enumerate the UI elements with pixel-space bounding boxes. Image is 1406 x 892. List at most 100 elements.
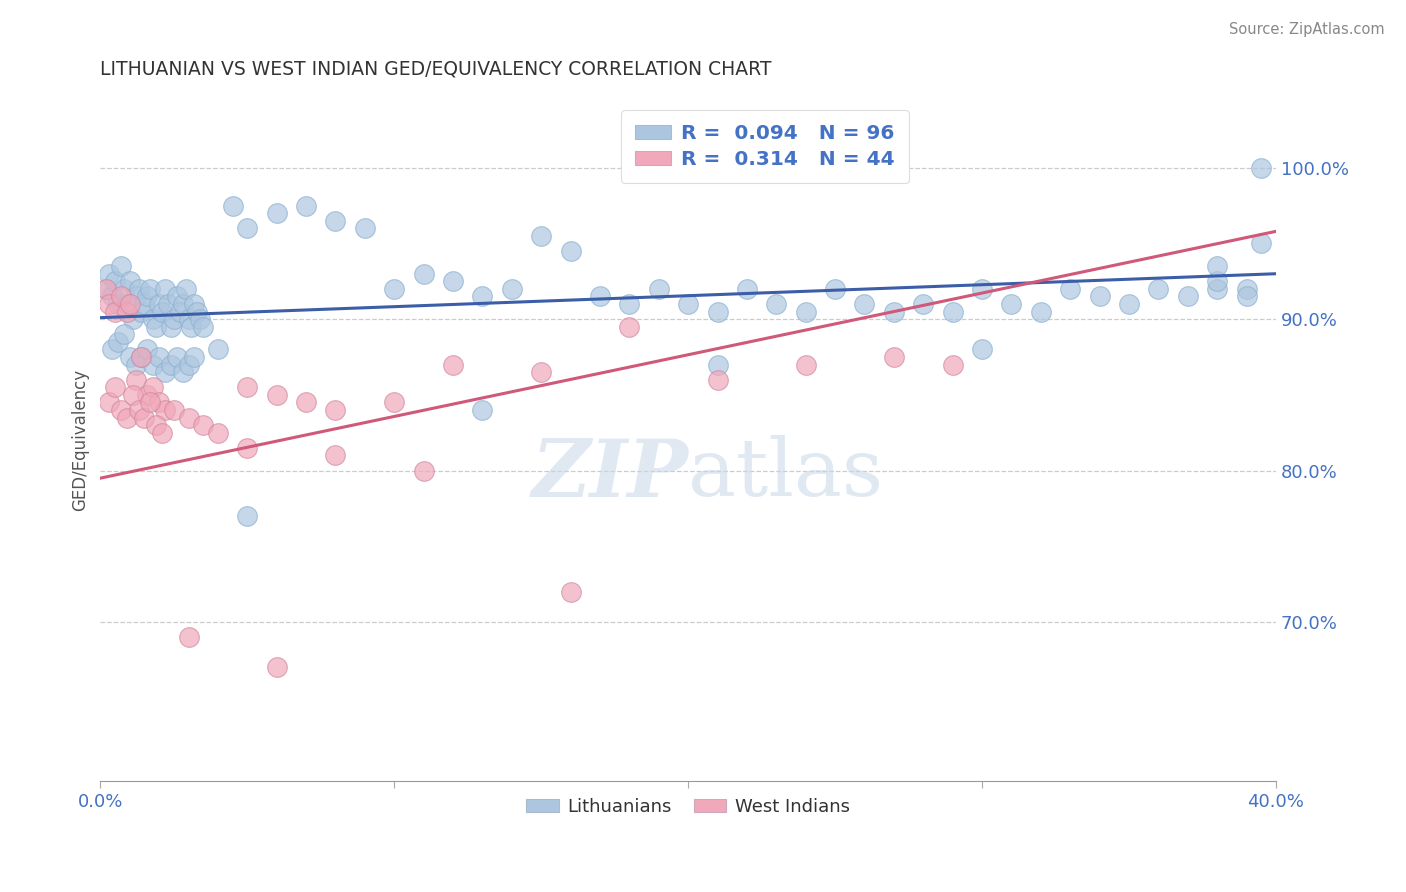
Point	[970, 282, 993, 296]
Point	[145, 319, 167, 334]
Point	[824, 282, 846, 296]
Point	[266, 206, 288, 220]
Point	[124, 358, 146, 372]
Point	[236, 508, 259, 523]
Point	[619, 319, 641, 334]
Point	[142, 380, 165, 394]
Point	[560, 244, 582, 258]
Point	[118, 274, 141, 288]
Point	[104, 274, 127, 288]
Point	[530, 365, 553, 379]
Point	[110, 289, 132, 303]
Point	[1147, 282, 1170, 296]
Point	[193, 319, 215, 334]
Point	[115, 410, 138, 425]
Point	[183, 350, 205, 364]
Point	[1206, 274, 1229, 288]
Point	[266, 388, 288, 402]
Point	[794, 358, 817, 372]
Point	[883, 304, 905, 318]
Point	[295, 395, 318, 409]
Point	[1206, 282, 1229, 296]
Point	[131, 350, 153, 364]
Point	[735, 282, 758, 296]
Point	[412, 464, 434, 478]
Point	[148, 297, 170, 311]
Point	[471, 289, 494, 303]
Point	[96, 282, 118, 296]
Point	[706, 304, 728, 318]
Point	[136, 343, 159, 357]
Point	[153, 282, 176, 296]
Point	[193, 418, 215, 433]
Point	[970, 343, 993, 357]
Point	[110, 259, 132, 273]
Point	[136, 388, 159, 402]
Point	[169, 304, 191, 318]
Point	[177, 630, 200, 644]
Point	[150, 304, 173, 318]
Point	[221, 198, 243, 212]
Point	[1177, 289, 1199, 303]
Point	[145, 418, 167, 433]
Point	[1118, 297, 1140, 311]
Point	[98, 297, 121, 311]
Text: LITHUANIAN VS WEST INDIAN GED/EQUIVALENCY CORRELATION CHART: LITHUANIAN VS WEST INDIAN GED/EQUIVALENC…	[100, 60, 772, 78]
Point	[177, 410, 200, 425]
Point	[153, 365, 176, 379]
Point	[121, 312, 143, 326]
Point	[118, 297, 141, 311]
Point	[142, 312, 165, 326]
Point	[382, 395, 405, 409]
Point	[112, 327, 135, 342]
Point	[236, 380, 259, 394]
Point	[128, 282, 150, 296]
Point	[112, 282, 135, 296]
Point	[124, 289, 146, 303]
Point	[942, 304, 965, 318]
Point	[1250, 161, 1272, 175]
Point	[207, 425, 229, 440]
Point	[619, 297, 641, 311]
Point	[177, 312, 200, 326]
Point	[110, 403, 132, 417]
Point	[266, 660, 288, 674]
Point	[101, 343, 124, 357]
Point	[1250, 236, 1272, 251]
Point	[765, 297, 787, 311]
Point	[139, 282, 162, 296]
Point	[706, 373, 728, 387]
Point	[912, 297, 935, 311]
Point	[128, 403, 150, 417]
Text: Source: ZipAtlas.com: Source: ZipAtlas.com	[1229, 22, 1385, 37]
Point	[1236, 282, 1258, 296]
Point	[589, 289, 612, 303]
Point	[134, 410, 156, 425]
Point	[471, 403, 494, 417]
Point	[188, 312, 211, 326]
Point	[118, 350, 141, 364]
Point	[150, 425, 173, 440]
Y-axis label: GED/Equivalency: GED/Equivalency	[72, 369, 89, 511]
Point	[186, 304, 208, 318]
Point	[107, 334, 129, 349]
Point	[794, 304, 817, 318]
Point	[382, 282, 405, 296]
Point	[236, 441, 259, 455]
Point	[883, 350, 905, 364]
Point	[139, 395, 162, 409]
Point	[131, 304, 153, 318]
Text: ZIP: ZIP	[531, 435, 688, 513]
Point	[174, 282, 197, 296]
Legend: Lithuanians, West Indians: Lithuanians, West Indians	[519, 790, 858, 823]
Point	[207, 343, 229, 357]
Point	[1000, 297, 1022, 311]
Point	[134, 297, 156, 311]
Point	[706, 358, 728, 372]
Point	[942, 358, 965, 372]
Point	[560, 584, 582, 599]
Text: atlas: atlas	[688, 435, 883, 514]
Point	[1206, 259, 1229, 273]
Point	[441, 274, 464, 288]
Point	[236, 221, 259, 235]
